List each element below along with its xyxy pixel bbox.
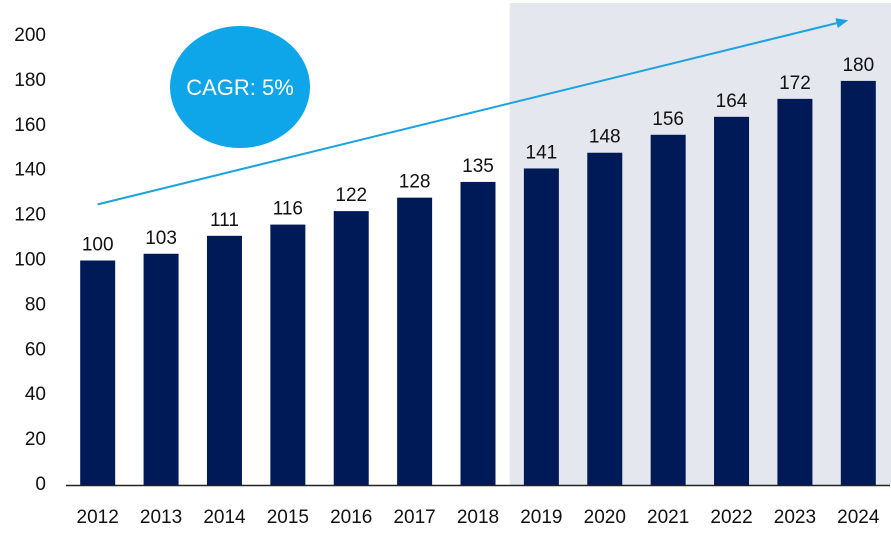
forecast-shade [509,3,891,485]
bar-value-label: 122 [335,185,367,206]
bar [714,116,750,485]
bar-value-label: 172 [779,73,811,94]
trend-arrow-head [835,18,849,28]
y-tick-label: 200 [14,25,46,46]
y-tick-label: 100 [14,250,46,271]
x-tick-label: 2014 [203,507,246,528]
bar [397,197,433,485]
bar-value-label: 116 [273,199,303,220]
x-tick-label: 2013 [140,507,182,528]
bars [80,80,876,486]
bar-value-label: 156 [652,109,684,130]
bar-value-label: 103 [145,228,177,249]
data-labels: 100 103 111 116 122 128 135 141 148 156 164 172 180 [82,55,874,256]
bar [333,211,369,486]
y-axis-ticks: 0 20 40 60 80 100 120 140 160 180 200 [14,25,46,495]
x-axis-ticks: 2012 2013 2014 2015 2016 2017 2018 2019 2020 2021… [77,507,880,528]
y-tick-label: 0 [35,474,46,495]
bar-value-label: 100 [82,235,114,256]
trend-arrow-line [97,22,837,206]
bar [206,235,242,485]
y-tick-label: 120 [14,205,46,226]
bar [270,224,306,485]
bar [80,260,116,485]
bar-value-label: 141 [526,142,558,163]
bar-value-label: 135 [462,156,494,177]
bar-value-label: 111 [210,210,239,231]
y-tick-label: 80 [25,294,46,315]
bar-value-label: 180 [842,55,874,76]
y-tick-label: 60 [25,339,46,360]
y-tick-label: 140 [14,160,46,181]
x-tick-label: 2018 [457,507,499,528]
x-tick-label: 2017 [393,507,435,528]
y-tick-label: 160 [14,115,46,136]
bar [587,152,623,486]
bar [143,253,179,485]
x-tick-label: 2020 [584,507,626,528]
y-tick-label: 180 [14,70,46,91]
bar-value-label: 164 [716,91,748,112]
x-tick-label: 2015 [267,507,309,528]
bar [777,98,813,486]
cagr-badge: CAGR: 5% [170,26,310,148]
x-tick-label: 2024 [837,507,880,528]
trend-arrow [97,18,849,206]
bar [523,168,559,485]
cagr-badge-text: CAGR: 5% [186,75,294,100]
bar [650,134,686,485]
bar [840,80,876,486]
y-tick-label: 40 [25,384,46,405]
x-tick-label: 2023 [774,507,816,528]
bar [460,181,496,486]
x-tick-label: 2022 [710,507,752,528]
cagr-badge-ellipse [170,26,310,148]
x-tick-label: 2021 [647,507,689,528]
bar-value-label: 128 [399,172,431,193]
x-tick-label: 2012 [77,507,119,528]
bar-value-label: 148 [589,127,621,148]
y-tick-label: 20 [25,429,46,450]
x-tick-label: 2016 [330,507,372,528]
x-tick-label: 2019 [520,507,562,528]
